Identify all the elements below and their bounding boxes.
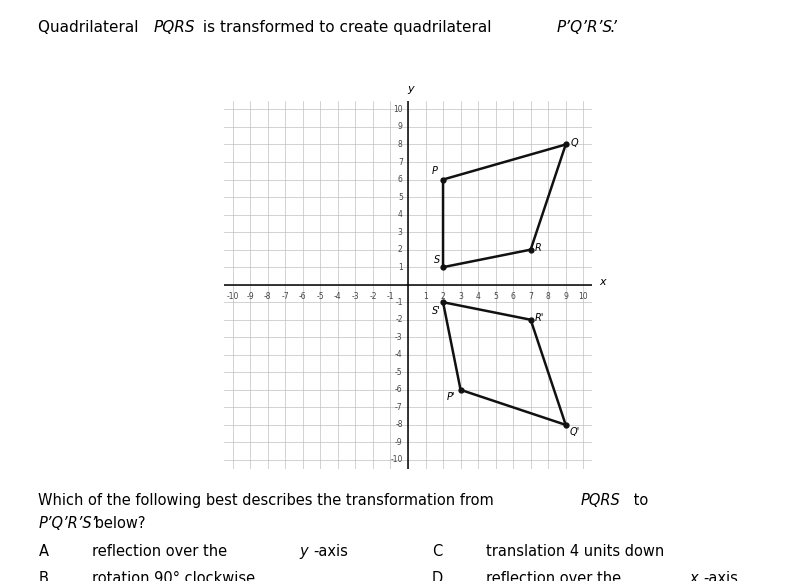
Text: R': R': [535, 313, 545, 323]
Text: -8: -8: [264, 292, 271, 301]
Text: 3: 3: [398, 228, 402, 236]
Text: Quadrilateral: Quadrilateral: [38, 20, 144, 35]
Text: P: P: [432, 166, 438, 176]
Text: -5: -5: [317, 292, 324, 301]
Text: -2: -2: [395, 315, 402, 324]
Text: 8: 8: [398, 140, 402, 149]
Text: -6: -6: [395, 385, 402, 394]
Text: x: x: [690, 571, 698, 581]
Text: -9: -9: [395, 438, 402, 447]
Text: A: A: [38, 544, 48, 560]
Text: rotation 90° clockwise: rotation 90° clockwise: [92, 571, 255, 581]
Text: 2: 2: [441, 292, 446, 301]
Text: y: y: [299, 544, 308, 560]
Text: -2: -2: [370, 292, 377, 301]
Text: x: x: [599, 277, 606, 287]
Text: -6: -6: [299, 292, 306, 301]
Text: below?: below?: [90, 516, 145, 531]
Text: PQRS: PQRS: [581, 493, 621, 508]
Text: 7: 7: [528, 292, 533, 301]
Text: y: y: [407, 84, 414, 94]
Text: R: R: [535, 243, 542, 253]
Text: -8: -8: [395, 421, 402, 429]
Text: -3: -3: [395, 333, 402, 342]
Text: D: D: [432, 571, 443, 581]
Text: 5: 5: [493, 292, 498, 301]
Text: -1: -1: [395, 297, 402, 307]
Text: P’Q’R’S’: P’Q’R’S’: [557, 20, 618, 35]
Text: P’Q’R’S’: P’Q’R’S’: [38, 516, 97, 531]
Text: 5: 5: [398, 192, 402, 202]
Text: 10: 10: [393, 105, 402, 114]
Text: B: B: [38, 571, 48, 581]
Text: S': S': [431, 306, 441, 315]
Text: -5: -5: [395, 368, 402, 377]
Text: to: to: [629, 493, 648, 508]
Text: -9: -9: [246, 292, 254, 301]
Text: 4: 4: [398, 210, 402, 219]
Text: translation 4 units down: translation 4 units down: [486, 544, 665, 560]
Text: 8: 8: [546, 292, 550, 301]
Text: -10: -10: [390, 456, 402, 464]
Text: Q: Q: [570, 138, 578, 148]
Text: .: .: [610, 20, 614, 35]
Text: C: C: [432, 544, 442, 560]
Text: Which of the following best describes the transformation from: Which of the following best describes th…: [38, 493, 498, 508]
Text: PQRS: PQRS: [154, 20, 195, 35]
Text: -10: -10: [226, 292, 239, 301]
Text: P': P': [447, 392, 455, 401]
Text: 3: 3: [458, 292, 463, 301]
Text: -3: -3: [352, 292, 359, 301]
Text: -axis: -axis: [703, 571, 738, 581]
Text: 9: 9: [398, 123, 402, 131]
Text: 2: 2: [398, 245, 402, 254]
Text: reflection over the: reflection over the: [92, 544, 232, 560]
Text: 6: 6: [510, 292, 515, 301]
Text: -4: -4: [395, 350, 402, 359]
Text: 10: 10: [578, 292, 588, 301]
Text: 4: 4: [476, 292, 481, 301]
Text: is transformed to create quadrilateral: is transformed to create quadrilateral: [198, 20, 497, 35]
Text: 7: 7: [398, 157, 402, 167]
Text: 1: 1: [398, 263, 402, 272]
Text: 1: 1: [423, 292, 428, 301]
Text: -7: -7: [282, 292, 289, 301]
Text: -axis: -axis: [314, 544, 349, 560]
Text: -7: -7: [395, 403, 402, 412]
Text: -4: -4: [334, 292, 342, 301]
Text: -1: -1: [386, 292, 394, 301]
Text: 6: 6: [398, 175, 402, 184]
Text: reflection over the: reflection over the: [486, 571, 626, 581]
Text: 9: 9: [563, 292, 568, 301]
Text: S: S: [434, 254, 441, 264]
Text: Q': Q': [570, 426, 579, 437]
